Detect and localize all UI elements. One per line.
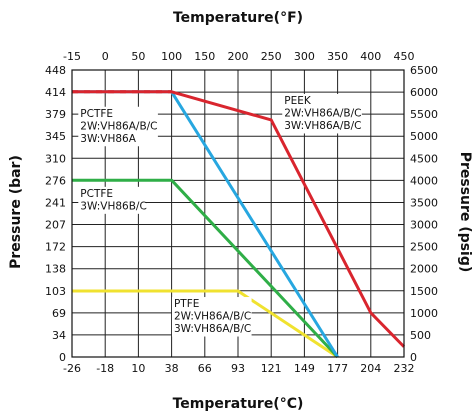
series-line-4 <box>72 289 339 359</box>
bottom-axis-title: Temperature(°C) <box>173 396 304 412</box>
annotation-label: PEEK <box>284 95 312 107</box>
y-tick-label-right: 4000 <box>410 174 438 187</box>
x-tick-label-bottom: 121 <box>261 362 282 375</box>
y-tick-label-left: 69 <box>52 307 66 320</box>
annotation-label: PCTFE <box>80 188 113 200</box>
annotation-label: 3W:VH86B/C <box>80 200 147 212</box>
x-tick-label-top: -15 <box>63 50 81 63</box>
x-tick-label-bottom: 232 <box>394 362 415 375</box>
y-tick-label-left: 414 <box>45 86 66 99</box>
tick-labels: -26 -18 10 38 66 93 121 149 177 204 232 -15 0 50 100 15… <box>45 50 438 375</box>
annotation-label: 3W:VH86A <box>80 133 136 145</box>
series-layer <box>72 90 406 359</box>
x-tick-label-top: 350 <box>327 50 348 63</box>
y-tick-label-right: 1000 <box>410 307 438 320</box>
left-axis-title: Pressure (bar) <box>8 155 24 269</box>
annotation-label: PCTFE <box>80 108 113 120</box>
series-line-3 <box>72 178 339 359</box>
y-tick-label-left: 207 <box>45 219 66 232</box>
x-tick-label-top: 400 <box>360 50 381 63</box>
y-tick-label-right: 6000 <box>410 86 438 99</box>
x-tick-label-top: 300 <box>294 50 315 63</box>
annotation-label: 2W:VH86A/B/C <box>174 311 251 323</box>
x-tick-label-top: 200 <box>228 50 249 63</box>
x-tick-label-top: 50 <box>131 50 145 63</box>
x-tick-label-bottom: 93 <box>231 362 245 375</box>
x-tick-label-top: 250 <box>261 50 282 63</box>
y-tick-label-left: 345 <box>45 130 66 143</box>
y-tick-label-left: 34 <box>52 329 66 342</box>
series-line-1 <box>72 90 406 348</box>
x-tick-label-top: 150 <box>194 50 215 63</box>
y-tick-label-right: 5000 <box>410 130 438 143</box>
annotation-background <box>282 93 362 134</box>
y-tick-label-left: 310 <box>45 152 66 165</box>
y-tick-label-left: 103 <box>45 285 66 298</box>
y-tick-label-right: 3500 <box>410 196 438 209</box>
y-tick-label-right: 5500 <box>410 108 438 121</box>
y-tick-label-right: 2000 <box>410 263 438 276</box>
y-tick-label-right: 2500 <box>410 241 438 254</box>
y-tick-label-right: 0 <box>410 351 417 364</box>
x-tick-label-bottom: 149 <box>294 362 315 375</box>
annotation-label: 3W:VH86A/B/C <box>284 120 361 132</box>
annotation-label: 3W:VH86A/B/C <box>174 323 251 335</box>
y-tick-label-right: 1500 <box>410 285 438 298</box>
top-axis-title: Temperature(°F) <box>173 10 303 26</box>
y-tick-label-left: 241 <box>45 196 66 209</box>
x-tick-label-bottom: 38 <box>165 362 179 375</box>
annotation-layer: PEEK2W:VH86A/B/C3W:VH86A/B/CPCTFE2W:VH86… <box>78 93 362 337</box>
x-tick-label-top: 100 <box>161 50 182 63</box>
annotation-background <box>171 297 252 337</box>
y-tick-label-right: 6500 <box>410 64 438 77</box>
annotation-background <box>78 106 158 147</box>
x-tick-label-bottom: -26 <box>63 362 81 375</box>
x-tick-label-bottom: -18 <box>96 362 114 375</box>
plot-frame <box>71 69 405 358</box>
y-tick-label-left: 138 <box>45 263 66 276</box>
annotation-label: PTFE <box>174 298 199 310</box>
y-tick-label-right: 3000 <box>410 219 438 232</box>
x-tick-label-bottom: 204 <box>360 362 381 375</box>
y-tick-label-left: 172 <box>45 241 66 254</box>
y-tick-label-right: 500 <box>410 329 431 342</box>
y-tick-label-left: 448 <box>45 64 66 77</box>
right-axis-title: Pressure (psig) <box>457 152 473 273</box>
annotation-label: 2W:VH86A/B/C <box>284 107 361 119</box>
x-tick-label-bottom: 177 <box>327 362 348 375</box>
x-tick-label-bottom: 10 <box>131 362 145 375</box>
x-tick-label-bottom: 66 <box>198 362 212 375</box>
y-tick-label-left: 276 <box>45 174 66 187</box>
annotation-background <box>78 186 146 214</box>
y-tick-label-right: 4500 <box>410 152 438 165</box>
annotation-label: 2W:VH86A/B/C <box>80 120 157 132</box>
x-tick-label-top: 450 <box>394 50 415 63</box>
x-tick-label-top: 0 <box>102 50 109 63</box>
y-tick-label-left: 379 <box>45 108 66 121</box>
y-tick-label-left: 0 <box>59 351 66 364</box>
